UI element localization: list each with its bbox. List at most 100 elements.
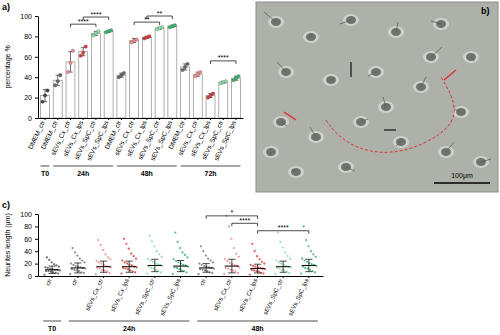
- data-point: [251, 243, 253, 245]
- data-point: [100, 244, 102, 246]
- data-point: [203, 265, 205, 267]
- x-tick-mark: [121, 118, 122, 120]
- data-point: [43, 274, 45, 276]
- image-background: [256, 2, 498, 192]
- data-point: [98, 261, 100, 263]
- data-point: [75, 269, 77, 271]
- scale-bar-label: 100μm: [451, 172, 473, 180]
- x-tick-mark: [95, 118, 96, 120]
- data-point: [309, 269, 311, 271]
- data-point: [75, 265, 77, 267]
- data-point: [314, 271, 316, 273]
- cell-halo: [353, 116, 369, 128]
- y-tick-mark: [35, 276, 38, 277]
- y-tick-label: 20: [24, 94, 32, 101]
- panel-label: a): [2, 2, 10, 12]
- neurite: [431, 21, 441, 24]
- x-tick: sEVs_Cx_ctr: [84, 276, 104, 312]
- bar: [130, 40, 139, 118]
- x-tick-mark: [129, 276, 130, 278]
- data-point: [282, 246, 284, 248]
- data-point: [256, 255, 258, 257]
- neurite: [264, 12, 276, 22]
- x-axis-line: [39, 118, 244, 119]
- x-tick-mark: [108, 118, 109, 120]
- data-point: [46, 256, 48, 258]
- y-tick-label: 0: [28, 273, 32, 280]
- data-point: [235, 253, 237, 255]
- y-tick-mark: [35, 57, 38, 58]
- data-point: [229, 262, 231, 264]
- data-point: [234, 271, 236, 273]
- bar: [53, 80, 62, 118]
- data-point: [275, 259, 277, 261]
- data-point: [73, 269, 75, 271]
- y-tick: 20: [24, 260, 38, 267]
- data-point: [288, 272, 290, 274]
- neurite: [331, 77, 335, 80]
- x-axis-line: [39, 276, 324, 277]
- data-point: [107, 256, 109, 258]
- bar: [155, 28, 164, 118]
- y-axis-line: [38, 17, 39, 119]
- panel: 020406080100ctrctrsEVs_Cx_ctrsEVs_Cx_lps…: [20, 209, 323, 316]
- x-tick-label: sEVs_Cx_ctr: [84, 278, 104, 312]
- data-point: [283, 264, 285, 266]
- data-point: [122, 71, 126, 75]
- bar: [142, 37, 151, 118]
- data-point: [173, 258, 175, 260]
- cell-body: [466, 53, 476, 61]
- data-point: [184, 254, 186, 256]
- data-point: [263, 263, 265, 265]
- x-axis: ctrctrsEVs_Cx_ctrsEVs_Cx_lpssEVs_SpC_ctr…: [39, 276, 324, 317]
- data-point: [237, 74, 241, 78]
- cell-halo: [288, 166, 304, 178]
- x-tick-label: sEVs_SpC_lps: [212, 119, 238, 162]
- data-point: [255, 270, 257, 272]
- data-point: [69, 273, 71, 275]
- group-line: [43, 321, 61, 322]
- x-tick: sEVs_Cx_lps: [238, 276, 259, 313]
- figure: 020406080100DMEM_ctrDMEM_ctrsEVs_Cx_ctrs…: [0, 0, 500, 335]
- data-point: [84, 261, 86, 263]
- data-point: [126, 263, 128, 265]
- data-point: [211, 92, 215, 96]
- data-point: [198, 70, 202, 74]
- x-tick: sEVs_SpC_lps: [287, 276, 309, 317]
- x-tick-mark: [231, 276, 232, 278]
- data-point: [134, 271, 136, 273]
- data-point: [181, 251, 183, 253]
- data-point: [128, 264, 130, 266]
- red-arrow: [284, 112, 296, 120]
- data-point: [304, 267, 306, 269]
- data-point: [228, 225, 230, 227]
- data-point: [155, 269, 157, 271]
- data-point: [160, 271, 162, 273]
- micrograph: b)100μm: [256, 2, 498, 192]
- x-tick-mark: [83, 118, 84, 120]
- error-bar: [100, 261, 107, 272]
- bar: [232, 78, 241, 118]
- data-point: [95, 273, 97, 275]
- data-point: [152, 261, 154, 263]
- x-tick: ctr: [70, 276, 78, 286]
- neurite: [368, 72, 376, 76]
- cell-body: [266, 148, 276, 156]
- red-arrow: [444, 70, 456, 80]
- x-tick-mark: [146, 118, 147, 120]
- x-tick-label: sEVs_Cx_lps: [238, 278, 259, 313]
- data-point: [212, 261, 214, 263]
- data-point: [123, 238, 125, 240]
- x-tick-mark: [185, 118, 186, 120]
- significance-label: ****: [239, 217, 250, 224]
- y-tick-label: 0: [28, 115, 32, 122]
- y-tick: 100: [20, 13, 38, 20]
- data-point: [71, 247, 73, 249]
- data-point: [84, 45, 88, 49]
- y-tick-mark: [35, 118, 38, 119]
- x-tick-label: sEVs_SpC_ctr: [134, 278, 156, 316]
- data-point: [278, 267, 280, 269]
- bar: [193, 74, 202, 118]
- cell-halo: [273, 116, 289, 128]
- group-line: [41, 166, 50, 167]
